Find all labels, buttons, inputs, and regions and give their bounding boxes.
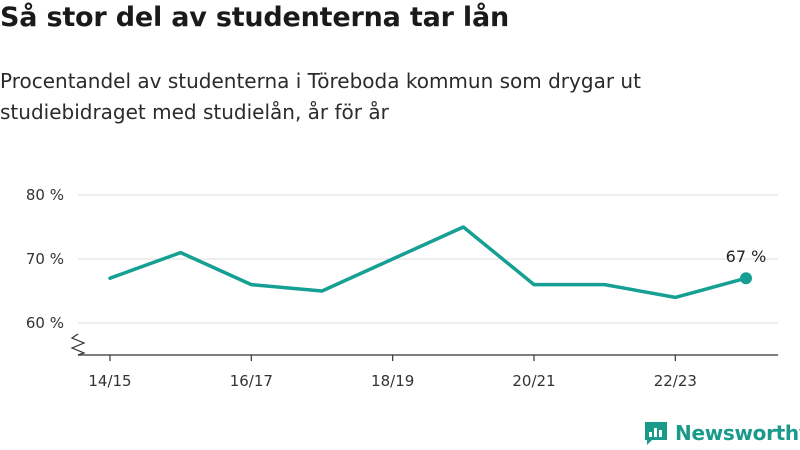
- end-value-label: 67 %: [726, 247, 767, 266]
- chart-subtitle: Procentandel av studenterna i Töreboda k…: [0, 69, 641, 124]
- y-tick-label: 80 %: [26, 186, 64, 204]
- y-tick-label: 70 %: [26, 250, 64, 268]
- x-tick-label: 22/23: [654, 372, 697, 390]
- x-tick-label: 14/15: [88, 372, 131, 390]
- y-tick-label: 60 %: [26, 314, 64, 332]
- axis-break-icon: [70, 333, 86, 356]
- x-tick-label: 16/17: [230, 372, 273, 390]
- end-point-marker: [740, 272, 752, 285]
- x-tick-label: 18/19: [371, 372, 414, 390]
- brand-name: Newsworthy: [675, 421, 800, 445]
- newsworthy-logo-icon: [645, 422, 667, 445]
- brand-logo[interactable]: Newsworthy: [643, 420, 800, 446]
- chart-title: Så stor del av studenterna tar lån: [0, 2, 509, 33]
- series-line: [108, 225, 748, 300]
- x-tick-label: 20/21: [512, 372, 555, 390]
